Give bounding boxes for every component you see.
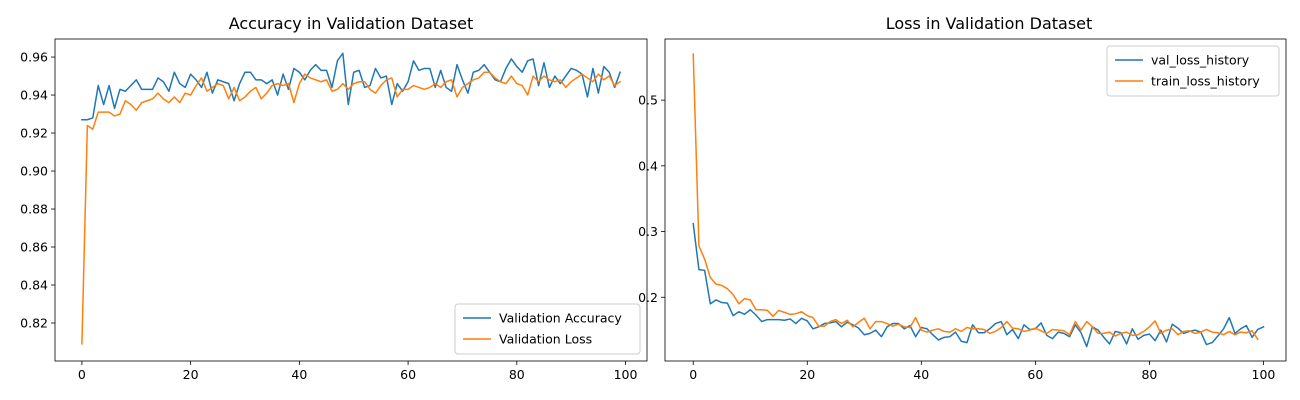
- acc-y-tick-label: 0.92: [20, 126, 48, 141]
- acc-x-tick-label: 80: [509, 367, 525, 382]
- acc-x-tick-label: 100: [614, 367, 638, 382]
- loss-series-orange-line: [692, 53, 1259, 341]
- loss-y-tick-label: 0.2: [638, 290, 658, 305]
- loss-x-tick-label: 0: [689, 367, 697, 382]
- acc-y-tick-label: 0.88: [20, 202, 48, 217]
- loss-legend-box: [1106, 45, 1280, 97]
- loss-axes-frame: [664, 38, 1287, 362]
- acc-y-tick-label: 0.82: [20, 316, 48, 331]
- loss-chart: Loss in Validation Dataset 0 20 40 60 80 100 0…: [638, 14, 1287, 382]
- acc-series-orange-line: [81, 71, 622, 345]
- acc-legend-label: Validation Accuracy: [499, 311, 622, 326]
- acc-x-tick-label: 40: [291, 367, 307, 382]
- accuracy-chart: Accuracy in Validation Dataset 0 20 40 60 80…: [20, 14, 648, 382]
- loss-y-tick-label: 0.4: [638, 158, 658, 173]
- acc-axes-frame: [54, 38, 648, 362]
- loss-legend-label: val_loss_history: [1151, 53, 1250, 68]
- acc-legend-label: Validation Loss: [499, 332, 592, 347]
- acc-legend-box: [454, 303, 641, 355]
- loss-legend: val_loss_history train_loss_history: [1106, 45, 1280, 97]
- loss-y-tick-label: 0.3: [638, 224, 658, 239]
- loss-legend-label: train_loss_history: [1151, 74, 1260, 89]
- acc-legend: Validation Accuracy Validation Loss: [454, 303, 641, 355]
- acc-y-tick-label: 0.94: [20, 88, 48, 103]
- loss-x-tick-label: 20: [799, 367, 815, 382]
- loss-chart-title: Loss in Validation Dataset: [886, 14, 1093, 33]
- loss-x-tick-label: 80: [1141, 367, 1157, 382]
- acc-x-tick-label: 0: [78, 367, 86, 382]
- acc-series-blue-line: [81, 52, 622, 121]
- acc-y-tick-label: 0.96: [20, 50, 48, 65]
- acc-x-tick-label: 20: [183, 367, 199, 382]
- loss-series-blue-line: [692, 222, 1265, 348]
- acc-y-tick-label: 0.86: [20, 240, 48, 255]
- accuracy-chart-title: Accuracy in Validation Dataset: [229, 14, 474, 33]
- loss-x-tick-label: 40: [913, 367, 929, 382]
- loss-x-tick-label: 100: [1252, 367, 1276, 382]
- loss-x-tick-label: 60: [1027, 367, 1043, 382]
- acc-y-tick-label: 0.90: [20, 164, 48, 179]
- acc-y-tick-label: 0.84: [20, 278, 48, 293]
- acc-x-tick-label: 60: [400, 367, 416, 382]
- loss-y-tick-label: 0.5: [638, 93, 658, 108]
